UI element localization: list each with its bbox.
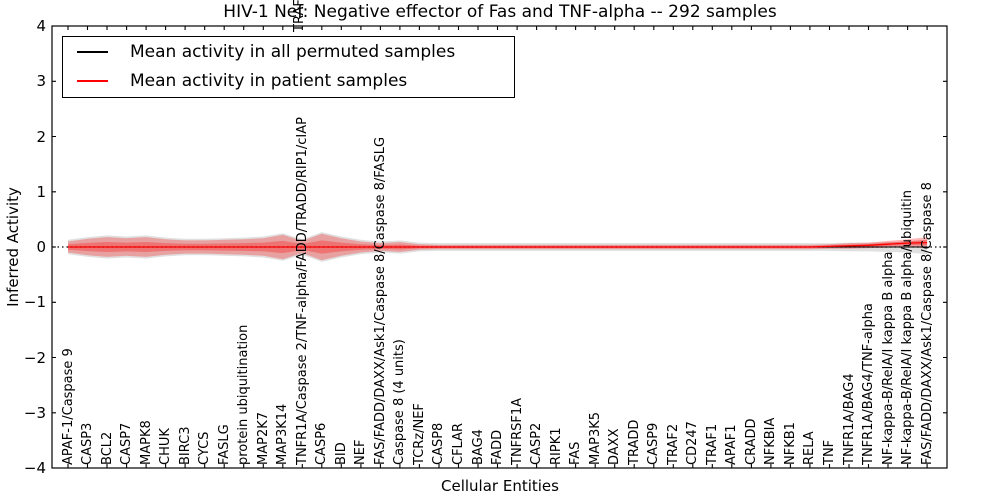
legend: Mean activity in all permuted samples Me… [62, 36, 515, 98]
x-category-label: Caspase 8 (4 units) [392, 339, 408, 465]
x-category-label: CHUK [158, 428, 174, 465]
x-category-label: CYCS [197, 431, 213, 465]
y-tick-label: −1 [23, 293, 46, 312]
x-category-label: MAP3K14 [275, 403, 291, 465]
y-tick-label: 0 [36, 238, 46, 256]
x-category-label: APAF1 [724, 424, 740, 465]
x-category-label: FAS/FADD/DAXX/Ask1/Caspase 8/Caspase 8/F… [372, 136, 388, 465]
x-category-label: FASLG [216, 424, 232, 465]
y-tick-label: 1 [36, 182, 46, 201]
x-category-label: CASP8 [431, 422, 447, 465]
x-category-label: RELA [802, 431, 818, 465]
x-category-label: MAP2K7 [255, 411, 271, 465]
x-category-label: TRAF1 [704, 423, 720, 465]
y-tick-label: −3 [23, 403, 46, 422]
x-category-label: NEF [353, 439, 369, 465]
x-category-label: BCL2 [99, 431, 115, 465]
x-category-label: CASP3 [80, 422, 96, 465]
x-category-label: APAF-1/Caspase 9 [60, 348, 76, 465]
x-category-label: CRADD [743, 418, 759, 466]
permuted-line-swatch [77, 50, 108, 53]
x-category-label: MAPK8 [138, 420, 154, 465]
y-tick-label: −2 [23, 348, 46, 367]
x-category-label: DAXX [607, 428, 623, 466]
x-category-label: NF-kappa-B/RelA/I kappa B alpha/ubiquiti… [900, 190, 916, 465]
x-category-label: CASP6 [314, 422, 330, 465]
x-category-label: BIRC3 [177, 426, 193, 466]
legend-label-patient: Mean activity in patient samples [130, 70, 408, 91]
x-category-label: NF-kappa-B/RelA/I kappa B alpha [880, 251, 896, 465]
x-category-label: FAS [568, 441, 584, 465]
x-category-label: RIPK1 [548, 427, 564, 465]
x-category-label: CASP9 [646, 422, 662, 465]
x-category-label: TCRz/NEF [411, 403, 427, 465]
legend-entry-permuted: Mean activity in all permuted samples [63, 37, 514, 66]
y-tick-label: 3 [36, 72, 46, 91]
y-tick-label: −4 [23, 459, 46, 477]
patient-line-swatch [77, 79, 108, 82]
x-category-label: TNF [821, 439, 837, 465]
x-category-label: CASP2 [529, 422, 545, 465]
x-category-label: TRADD [626, 419, 642, 465]
legend-entry-patient: Mean activity in patient samples [63, 66, 514, 95]
y-tick-label: 4 [36, 17, 46, 35]
x-category-label: CFLAR [451, 422, 466, 465]
x-category-label: TNFR1A/BAG4 [841, 373, 857, 465]
legend-label-permuted: Mean activity in all permuted samples [130, 41, 456, 62]
x-category-label: protein ubiquitination [236, 324, 252, 465]
x-category-label: BAG4 [470, 429, 486, 465]
x-category-label: TNFR1A/Caspase 2/TNF-alpha/FADD/TRADD/RI… [294, 117, 310, 465]
x-axis-label: Cellular Entities [441, 477, 559, 495]
x-category-label: FAS/FADD/DAXX/Ask1/Caspase 8/Caspase 8 [919, 182, 935, 465]
x-category-label: CD247 [685, 421, 701, 465]
x-category-label: MAP3K5 [587, 411, 603, 465]
x-category-label: NFKB1 [782, 422, 798, 465]
x-category-label: NFKBIA [763, 417, 779, 465]
x-category-label: TNFRSF1A [509, 397, 525, 465]
y-tick-label: 2 [36, 127, 46, 146]
x-category-label: CASP7 [119, 422, 135, 465]
x-category-label: TNFR1A/BAG4/TNF-alpha [861, 303, 877, 465]
x-category-label: BID [333, 442, 349, 465]
chart-title: HIV-1 Nef: Negative effector of Fas and … [223, 2, 777, 22]
x-category-label: FADD [490, 429, 506, 465]
x-category-label: TRAF2 [665, 423, 681, 465]
